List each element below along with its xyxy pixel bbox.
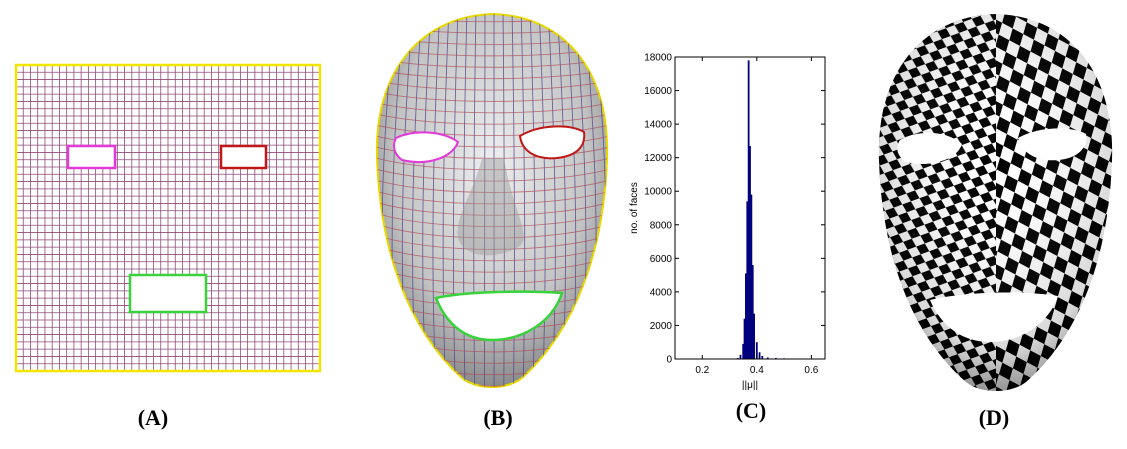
- left-eye-hole: [393, 131, 460, 163]
- histogram-bar: [750, 194, 753, 359]
- grid-line: [376, 112, 608, 125]
- nose-shading: [457, 158, 524, 256]
- left-eye-hole: [66, 144, 117, 170]
- histogram-bar: [753, 313, 755, 359]
- panel-b-face-grid: [372, 8, 614, 393]
- y-tick-label: 18000: [644, 53, 672, 64]
- grid-line: [442, 14, 450, 387]
- grid-line: [376, 255, 608, 273]
- histogram-bar: [743, 318, 746, 359]
- grid-line: [376, 211, 608, 228]
- y-tick-label: 8000: [650, 220, 673, 231]
- mouth-hole: [128, 273, 208, 314]
- y-tick-label: 14000: [644, 120, 672, 131]
- grid-line: [376, 14, 378, 387]
- right-eye-hole: [518, 125, 586, 160]
- grid-line: [376, 233, 608, 250]
- y-tick-label: 10000: [644, 187, 672, 198]
- y-tick-label: 2000: [650, 321, 673, 332]
- histogram-bar: [766, 357, 769, 359]
- grid-line: [547, 14, 556, 387]
- panel-d-face-checkerboard: [878, 14, 1113, 391]
- grid-border: [14, 63, 322, 373]
- grid-line: [376, 101, 608, 114]
- grid-line: [372, 388, 614, 393]
- grid-line: [376, 79, 608, 91]
- histogram-bar: [775, 357, 777, 359]
- grid-line: [376, 167, 608, 182]
- grid-line: [376, 222, 608, 239]
- mouth-hole: [930, 292, 1058, 342]
- grid-line: [538, 14, 546, 387]
- grid-line: [376, 189, 608, 205]
- grid-line: [529, 14, 536, 387]
- x-tick-label: 0.4: [750, 365, 764, 376]
- y-axis-ticks: 0 2000 4000 6000 8000 10000 12000 14000 16000 180…: [644, 53, 825, 366]
- x-axis-ticks: 0.2 0.4 0.6: [695, 57, 819, 376]
- caption-a: (A): [137, 405, 169, 430]
- histogram-bar: [749, 145, 751, 359]
- left-eye-hole: [897, 132, 962, 164]
- grid-line: [376, 244, 608, 262]
- grid-line: [376, 90, 608, 102]
- y-tick-label: 4000: [650, 287, 673, 298]
- grid-line: [376, 68, 608, 80]
- histogram-bar: [747, 60, 750, 359]
- histogram-bar: [745, 273, 747, 359]
- grid-line: [473, 14, 477, 387]
- x-axis-label: ||μ||: [742, 380, 758, 391]
- grid-line: [432, 14, 441, 387]
- y-tick-label: 6000: [650, 254, 673, 265]
- panel-c-histogram: 0 2000 4000 6000 8000 10000 12000 14000 16000 180…: [629, 53, 826, 391]
- right-eye-hole: [219, 144, 268, 170]
- panel-a-planar-grid: [14, 63, 322, 373]
- grid-line: [376, 178, 608, 193]
- y-tick-label: 0: [666, 355, 672, 366]
- histogram-bar: [761, 355, 764, 359]
- histogram-bars: [736, 60, 799, 359]
- histogram-bar: [742, 343, 745, 359]
- histogram-bar: [739, 354, 742, 359]
- histogram-bar: [736, 357, 739, 359]
- grid-lines: [15, 64, 321, 372]
- y-tick-label: 16000: [644, 86, 672, 97]
- y-axis-label: no. of faces: [629, 182, 640, 234]
- caption-c: (C): [735, 398, 767, 423]
- x-tick-label: 0.2: [695, 365, 709, 376]
- caption-b: (B): [483, 405, 513, 430]
- grid-line: [611, 8, 614, 393]
- histogram-bar: [758, 352, 761, 359]
- grid-line: [376, 123, 608, 137]
- plot-frame: [674, 56, 826, 360]
- right-eye-hole: [1018, 128, 1087, 161]
- caption-d: (D): [978, 405, 1010, 430]
- histogram-bar: [751, 265, 754, 359]
- mouth-hole: [434, 290, 564, 342]
- grid-line: [376, 156, 608, 171]
- histogram-bar: [755, 342, 758, 359]
- x-tick-label: 0.6: [804, 365, 818, 376]
- histogram-bar: [746, 201, 749, 359]
- y-tick-label: 12000: [644, 153, 672, 164]
- grid-line: [376, 200, 608, 216]
- grid-line: [511, 14, 515, 387]
